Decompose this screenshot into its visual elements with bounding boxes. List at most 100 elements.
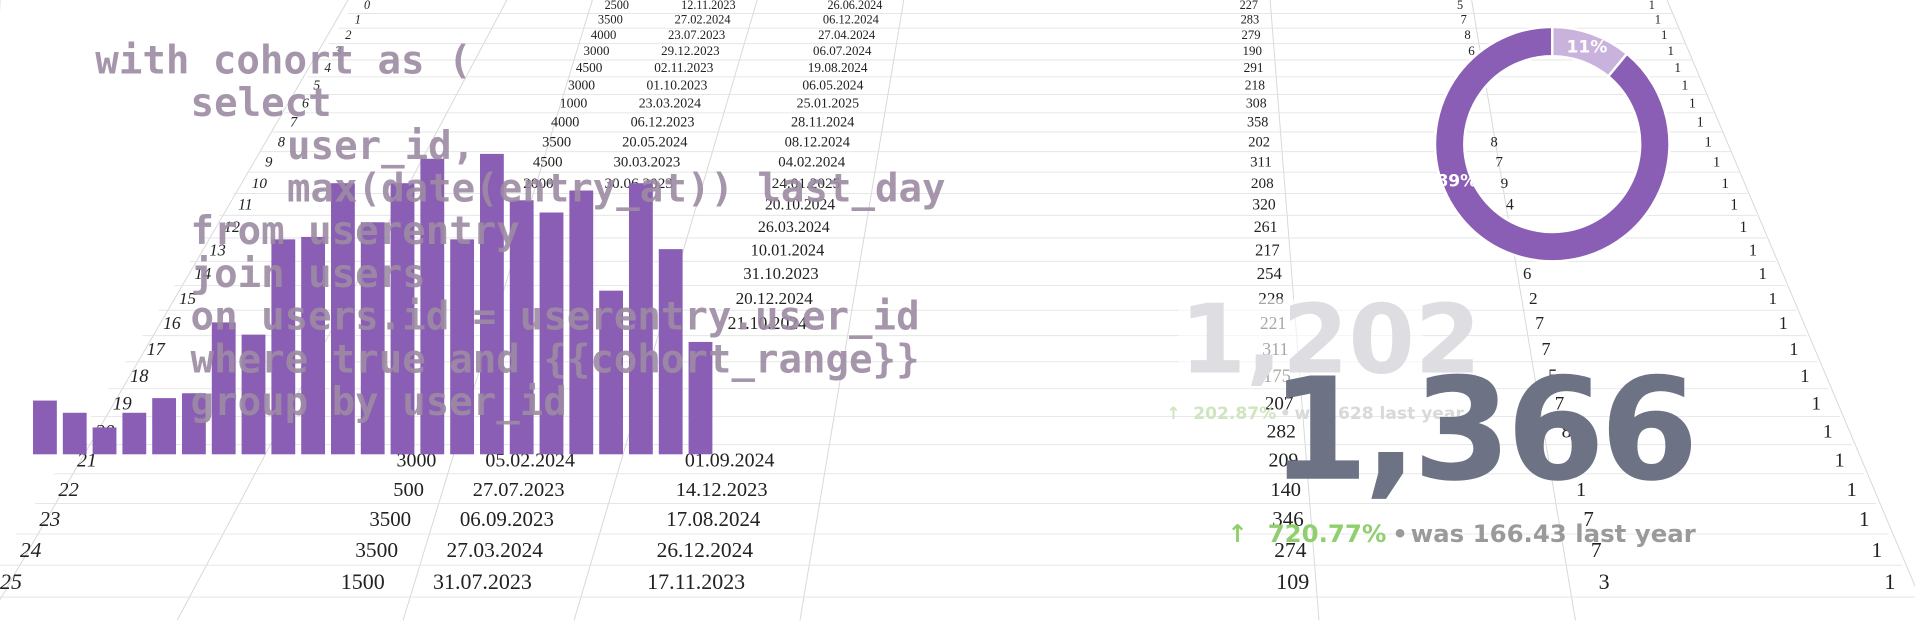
sheet-cell: 1500 bbox=[341, 569, 385, 594]
sheet-cell: 1 bbox=[1667, 43, 1674, 58]
bar bbox=[62, 412, 87, 455]
kpi-front: 1,366 ↑ 720.77% • was 166.43 last year bbox=[1227, 349, 1698, 549]
sheet-cell: 1 bbox=[1681, 77, 1688, 92]
sheet-cell: 24 bbox=[20, 538, 42, 562]
kpi-previous: was 166.43 last year bbox=[1411, 519, 1696, 548]
sheet-cell: 27.02.2024 bbox=[675, 13, 732, 27]
sheet-cell: 1 bbox=[1705, 134, 1712, 150]
sheet-cell: 1 bbox=[1759, 264, 1767, 283]
bar bbox=[539, 212, 564, 455]
sheet-cell: 2000 bbox=[523, 175, 554, 192]
sheet-cell: 24.01.2025 bbox=[772, 175, 841, 192]
sheet-cell: 25 bbox=[0, 569, 22, 594]
sheet-cell: 7 bbox=[1496, 155, 1503, 171]
sheet-cell: 21 bbox=[77, 449, 97, 471]
bar bbox=[122, 412, 147, 455]
kpi-backdrop bbox=[1178, 299, 1423, 385]
sheet-cell: 1000 bbox=[560, 97, 588, 112]
sheet-cell: 227 bbox=[1240, 0, 1258, 12]
kpi-previous: was 628 last year bbox=[1295, 404, 1465, 424]
kpi-separator: • bbox=[1280, 404, 1291, 424]
sheet-cell: 207 bbox=[1265, 393, 1293, 414]
bar bbox=[241, 334, 266, 455]
bar bbox=[152, 398, 177, 455]
sheet-cell: 23 bbox=[39, 507, 60, 531]
sheet-cell: 6 bbox=[1523, 264, 1531, 283]
sheet-cell: 1 bbox=[1674, 60, 1681, 75]
sheet-cell: 23.03.2024 bbox=[639, 97, 701, 112]
sheet-cell: 208 bbox=[1251, 175, 1274, 192]
sheet-cell: 4000 bbox=[591, 28, 616, 42]
sheet-cell: 31.10.2023 bbox=[743, 264, 818, 283]
sheet-cell: 7 bbox=[1591, 538, 1602, 562]
sheet-cell: 1 bbox=[1689, 97, 1696, 112]
bar bbox=[390, 183, 415, 455]
sheet-cell: 01.09.2024 bbox=[685, 449, 775, 471]
sheet-cell: 9 bbox=[265, 155, 273, 171]
sheet-cell: 20.05.2024 bbox=[622, 134, 688, 150]
sheet-cell: 140 bbox=[1270, 479, 1301, 501]
sheet-cell: 08.12.2024 bbox=[785, 134, 851, 150]
sheet-cell: 218 bbox=[1245, 77, 1266, 92]
sheet-cell: 3500 bbox=[542, 134, 571, 150]
sheet-cell: 0 bbox=[364, 0, 370, 12]
sheet-cell: 9 bbox=[1501, 175, 1509, 192]
sheet-cell: 20.12.2024 bbox=[736, 289, 814, 308]
sheet-cell: 2500 bbox=[605, 0, 629, 12]
sheet-cell: 1 bbox=[1823, 422, 1833, 443]
code-line: join users bbox=[191, 252, 426, 297]
sql-code: with cohort as ( select user_id, max(dat… bbox=[95, 38, 945, 425]
sheet-cell: 1 bbox=[1779, 313, 1788, 333]
sheet-cell: 26.12.2024 bbox=[657, 538, 754, 562]
sheet-cell: 01.10.2023 bbox=[646, 77, 707, 92]
kpi-value: 1,202 bbox=[1180, 285, 1481, 395]
sheet-cell: 17 bbox=[147, 339, 166, 359]
sheet-cell: 1 bbox=[1697, 115, 1704, 131]
sheet-cell: 18 bbox=[130, 366, 149, 386]
sheet-cell: 283 bbox=[1241, 13, 1260, 27]
sheet-cell: 358 bbox=[1247, 115, 1268, 131]
code-line: user_id, bbox=[287, 124, 475, 169]
kpi-change: 202.87% bbox=[1193, 404, 1276, 424]
code-line: from userentry bbox=[191, 209, 520, 254]
sheet-cell: 25.01.2025 bbox=[797, 97, 859, 112]
sheet-cell: 209 bbox=[1269, 449, 1299, 471]
sheet-cell: 1 bbox=[1721, 175, 1729, 192]
sheet-cell: 6 bbox=[302, 97, 309, 112]
sheet-cell: 3 bbox=[1599, 569, 1610, 594]
sheet-cell: 3000 bbox=[397, 449, 437, 471]
sheet-cell: 7 bbox=[1542, 339, 1551, 359]
sheet-cell: 12 bbox=[224, 219, 240, 236]
sheet-cell: 3500 bbox=[355, 538, 398, 562]
sheet-cell: 2 bbox=[345, 28, 352, 42]
bar bbox=[450, 239, 475, 455]
sheet-cell: 26.06.2024 bbox=[827, 0, 882, 12]
sheet-cell: 30.03.2023 bbox=[613, 155, 680, 171]
sheet-cell: 06.12.2023 bbox=[631, 115, 695, 131]
donut-label: 11% bbox=[1567, 38, 1608, 58]
sheet-cell: 1 bbox=[1800, 366, 1809, 386]
bar bbox=[658, 249, 683, 455]
sheet-cell: 320 bbox=[1252, 197, 1276, 214]
sheet-cell: 7 bbox=[1555, 393, 1564, 414]
sheet-cell: 27.07.2023 bbox=[473, 479, 565, 501]
sheet-cell: 311 bbox=[1250, 155, 1272, 171]
sheet-cell: 8 bbox=[1464, 28, 1470, 42]
sheet-cell: 8 bbox=[278, 134, 286, 150]
sheet-cell: 1 bbox=[355, 13, 361, 27]
sheet-cell: 26.03.2024 bbox=[758, 219, 830, 236]
sheet-cell: 27.04.2024 bbox=[818, 28, 876, 42]
sheet-cell: 1 bbox=[1739, 219, 1747, 236]
sheet-cell: 10.01.2024 bbox=[751, 240, 825, 259]
sheet-cell: 8 bbox=[1562, 422, 1572, 443]
sheet-cell: 1 bbox=[1789, 339, 1798, 359]
sheet-cell: 06.07.2024 bbox=[813, 43, 872, 58]
code-line: max(date(entry_at)) last_day bbox=[287, 167, 946, 212]
sheet-cell: 1 bbox=[1713, 155, 1720, 171]
sheet-cell: 28.11.2024 bbox=[791, 115, 854, 131]
bar bbox=[92, 427, 117, 455]
sheet-cell: 10 bbox=[252, 175, 268, 192]
sheet-cell: 3000 bbox=[584, 43, 610, 58]
